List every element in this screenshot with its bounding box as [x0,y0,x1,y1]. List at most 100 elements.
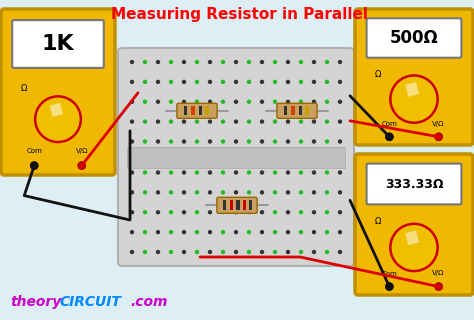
Text: Com: Com [382,121,397,127]
Circle shape [273,170,277,175]
Text: .com: .com [130,295,167,309]
Circle shape [234,170,238,175]
Circle shape [234,250,238,254]
Circle shape [299,170,303,175]
Circle shape [260,60,264,64]
Circle shape [299,230,303,234]
Circle shape [221,250,225,254]
Circle shape [182,230,186,234]
FancyBboxPatch shape [355,154,473,295]
Bar [405,230,419,245]
Circle shape [234,60,238,64]
Bar [305,106,309,115]
Circle shape [221,230,225,234]
Circle shape [195,170,199,175]
Circle shape [130,139,134,144]
Circle shape [221,170,225,175]
Circle shape [286,190,290,195]
Bar [205,106,209,115]
Circle shape [260,250,264,254]
Circle shape [169,100,173,104]
Circle shape [195,119,199,124]
Circle shape [156,139,160,144]
Circle shape [338,210,342,214]
Circle shape [247,119,251,124]
Circle shape [130,80,134,84]
Circle shape [208,100,212,104]
Circle shape [286,139,290,144]
Circle shape [312,80,316,84]
FancyBboxPatch shape [1,9,115,175]
FancyBboxPatch shape [217,197,257,213]
Circle shape [130,190,134,195]
Bar [292,106,295,115]
Circle shape [143,190,147,195]
Circle shape [130,100,134,104]
Circle shape [221,139,225,144]
Circle shape [156,230,160,234]
Circle shape [169,210,173,214]
Circle shape [156,80,160,84]
Circle shape [143,210,147,214]
Circle shape [273,210,277,214]
Circle shape [195,250,199,254]
Text: Ω: Ω [20,84,27,93]
Circle shape [325,100,329,104]
Circle shape [247,100,251,104]
Circle shape [286,250,290,254]
Circle shape [208,60,212,64]
Circle shape [286,100,290,104]
Circle shape [389,222,439,272]
Circle shape [286,60,290,64]
Circle shape [385,133,393,141]
Circle shape [169,80,173,84]
Circle shape [325,210,329,214]
Circle shape [208,250,212,254]
Circle shape [78,162,86,170]
Circle shape [182,60,186,64]
Circle shape [169,60,173,64]
Circle shape [182,139,186,144]
FancyBboxPatch shape [12,20,104,68]
Circle shape [221,210,225,214]
Circle shape [36,98,80,141]
Circle shape [182,100,186,104]
Circle shape [325,250,329,254]
Circle shape [312,170,316,175]
Text: Ω: Ω [375,70,382,79]
Circle shape [338,190,342,195]
Circle shape [299,100,303,104]
Circle shape [312,250,316,254]
Circle shape [260,210,264,214]
Circle shape [208,210,212,214]
Circle shape [195,139,199,144]
Circle shape [169,230,173,234]
Circle shape [312,230,316,234]
Bar [184,106,188,115]
Circle shape [221,60,225,64]
Circle shape [299,250,303,254]
Circle shape [325,119,329,124]
Circle shape [156,170,160,175]
Circle shape [143,100,147,104]
Circle shape [182,210,186,214]
Circle shape [247,230,251,234]
Circle shape [169,139,173,144]
Circle shape [273,80,277,84]
Circle shape [247,60,251,64]
Circle shape [299,190,303,195]
FancyBboxPatch shape [355,9,473,145]
Circle shape [273,119,277,124]
Circle shape [247,80,251,84]
Text: V/Ω: V/Ω [75,148,88,154]
Bar [199,106,202,115]
Circle shape [143,80,147,84]
Circle shape [273,230,277,234]
Circle shape [234,190,238,195]
Circle shape [143,230,147,234]
Text: Ω: Ω [375,217,382,226]
Bar [127,147,345,167]
Circle shape [260,100,264,104]
Bar [249,200,252,210]
FancyBboxPatch shape [177,103,217,118]
